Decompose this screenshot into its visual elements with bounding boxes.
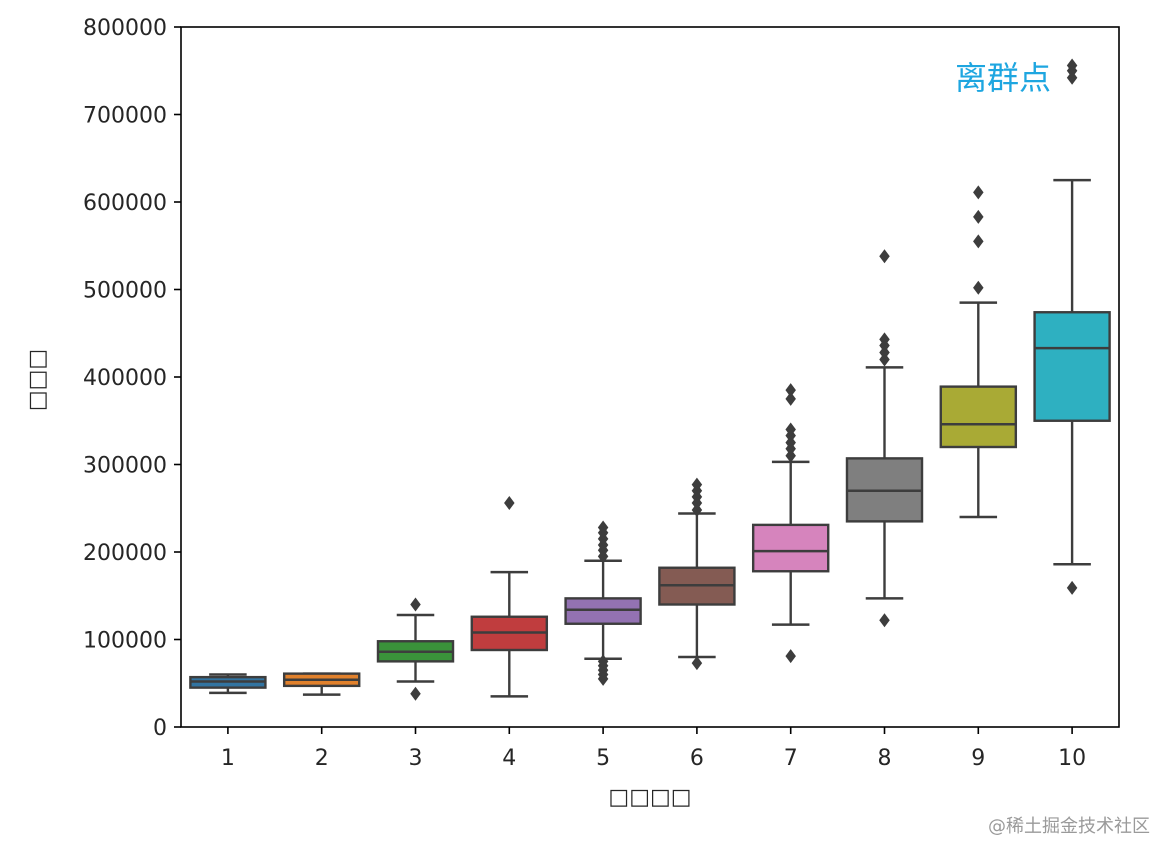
outlier-point — [785, 391, 796, 406]
outlier-point — [504, 496, 515, 510]
x-tick-label: 8 — [878, 746, 892, 771]
box-category-2 — [282, 672, 361, 696]
x-tick-label: 1 — [221, 746, 235, 771]
x-tick-label: 5 — [596, 746, 610, 771]
plot-frame — [180, 26, 1120, 728]
x-tick-label: 7 — [784, 746, 798, 771]
box-category-8 — [845, 249, 924, 628]
outlier-point — [879, 613, 890, 628]
box-category-9 — [939, 185, 1018, 519]
iqr-box — [939, 385, 1018, 449]
x-tick-label: 9 — [971, 746, 985, 771]
outlier-annotation: 离群点 — [955, 59, 1051, 97]
box-category-4 — [470, 496, 549, 698]
outlier-point — [973, 185, 984, 200]
outlier-point — [1066, 58, 1078, 73]
x-axis-ticks: 1 2 3 4 5 6 7 8 9 10 — [221, 727, 1086, 771]
outlier-point — [597, 654, 609, 669]
outlier-point — [410, 597, 421, 612]
x-axis-label: □□□□ — [608, 785, 691, 810]
outlier-point — [785, 422, 796, 437]
y-tick-label: 700000 — [83, 104, 167, 129]
y-axis-label: □□□ — [25, 349, 50, 411]
y-tick-label: 300000 — [83, 454, 167, 479]
watermark: @稀土掘金技术社区 — [988, 816, 1150, 837]
iqr-box — [1033, 311, 1111, 422]
box-series — [189, 58, 1111, 701]
outlier-point — [973, 209, 984, 224]
x-tick-label: 6 — [690, 746, 704, 771]
box-category-10 — [1033, 58, 1111, 595]
box-category-5 — [564, 520, 642, 686]
outlier-point — [879, 332, 890, 347]
y-tick-label: 100000 — [83, 629, 167, 654]
y-tick-label: 0 — [153, 716, 167, 741]
outlier-point — [879, 249, 890, 264]
box-category-1 — [189, 673, 267, 695]
y-tick-label: 600000 — [83, 191, 167, 216]
outlier-point — [785, 649, 796, 664]
iqr-box — [751, 523, 830, 573]
x-tick-label: 3 — [409, 746, 423, 771]
x-tick-label: 2 — [315, 746, 329, 771]
outlier-point — [597, 520, 609, 535]
outlier-point — [1066, 580, 1078, 595]
outlier-point — [785, 383, 796, 398]
y-tick-label: 800000 — [83, 16, 167, 41]
outlier-point — [410, 686, 421, 701]
box-category-6 — [658, 477, 736, 671]
iqr-box — [564, 597, 642, 625]
outlier-point — [973, 234, 984, 249]
y-tick-label: 400000 — [83, 366, 167, 391]
box-category-7 — [751, 383, 830, 664]
box-category-3 — [376, 597, 455, 701]
y-axis-ticks: 0 100000 200000 300000 400000 500000 600000 700… — [83, 16, 181, 741]
outlier-point — [973, 280, 984, 295]
x-tick-label: 10 — [1058, 746, 1086, 771]
y-tick-label: 500000 — [83, 279, 167, 304]
x-tick-label: 4 — [502, 746, 516, 771]
y-tick-label: 200000 — [83, 541, 167, 566]
outlier-point — [691, 477, 703, 492]
outlier-point — [691, 656, 703, 671]
